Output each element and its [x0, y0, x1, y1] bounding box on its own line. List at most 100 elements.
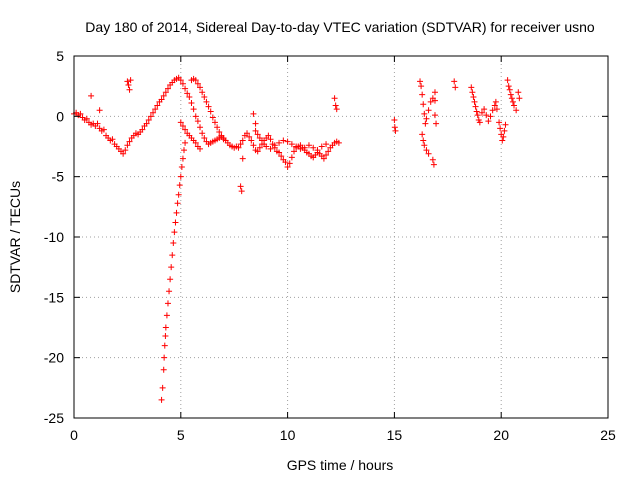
data-point	[333, 106, 340, 113]
data-point	[471, 98, 478, 105]
data-point	[425, 107, 432, 114]
data-point	[470, 94, 477, 101]
data-point	[506, 86, 513, 93]
x-axis-tick-labels: 0 5 10 15 20 25	[70, 427, 616, 443]
data-point	[507, 91, 514, 98]
data-point	[162, 89, 169, 96]
y-tick-label: -25	[44, 410, 64, 426]
data-point	[216, 129, 223, 136]
y-tick-label: -20	[44, 350, 64, 366]
data-point	[190, 106, 197, 113]
data-point	[197, 84, 204, 91]
data-point	[88, 92, 95, 99]
data-point	[474, 112, 481, 119]
data-point	[473, 108, 480, 115]
data-point	[201, 135, 208, 142]
data-point	[163, 312, 170, 319]
data-point	[258, 137, 265, 144]
data-point	[194, 118, 201, 125]
y-tick-label: -10	[44, 229, 64, 245]
data-point	[192, 139, 199, 146]
data-point	[267, 136, 274, 143]
data-point	[186, 94, 193, 101]
data-point	[485, 118, 492, 125]
data-point	[502, 121, 509, 128]
data-point	[239, 137, 246, 144]
data-point	[197, 124, 204, 131]
data-point	[508, 95, 515, 102]
data-point	[511, 102, 518, 109]
y-tick-label: 0	[56, 108, 64, 124]
data-point	[161, 354, 168, 361]
data-point	[120, 150, 127, 157]
x-tick-label: 0	[70, 427, 78, 443]
data-point	[323, 141, 330, 148]
data-point	[179, 122, 186, 129]
data-point	[237, 141, 244, 148]
data-point	[124, 142, 131, 149]
data-point	[392, 127, 399, 134]
data-point	[145, 116, 152, 123]
data-point	[431, 112, 438, 119]
data-point	[391, 124, 398, 131]
data-point	[162, 324, 169, 331]
data-point	[323, 151, 330, 158]
data-point	[160, 366, 167, 373]
data-point	[211, 119, 218, 126]
data-point	[109, 136, 116, 143]
data-point	[158, 396, 165, 403]
data-point	[164, 300, 171, 307]
data-point	[263, 143, 270, 150]
data-point	[418, 83, 425, 90]
data-point	[182, 85, 189, 92]
data-point	[164, 85, 171, 92]
data-point	[335, 139, 342, 146]
data-point	[181, 147, 188, 154]
data-point	[431, 89, 438, 96]
data-point	[166, 288, 173, 295]
data-point	[284, 138, 291, 145]
y-tick-label: 5	[56, 48, 64, 64]
data-point	[192, 113, 199, 120]
data-point	[509, 98, 516, 105]
data-point	[199, 89, 206, 96]
data-point	[516, 95, 523, 102]
data-point	[254, 148, 261, 155]
data-point	[139, 126, 146, 133]
data-point	[182, 126, 189, 133]
data-point	[250, 142, 257, 149]
data-point	[250, 110, 257, 117]
data-point	[143, 120, 150, 127]
x-tick-label: 5	[177, 427, 185, 443]
data-point	[161, 342, 168, 349]
data-point	[160, 92, 167, 99]
data-point	[177, 173, 184, 180]
data-point	[162, 332, 169, 339]
data-point	[192, 77, 199, 84]
data-point	[492, 98, 499, 105]
data-point	[491, 102, 498, 109]
data-point	[171, 229, 178, 236]
data-point	[248, 137, 255, 144]
data-point	[126, 86, 133, 93]
data-point	[332, 102, 339, 109]
data-point	[96, 107, 103, 114]
data-point	[178, 164, 185, 171]
data-point	[420, 101, 427, 108]
data-point	[167, 276, 174, 283]
data-point	[254, 131, 261, 138]
data-point	[325, 148, 332, 155]
data-point	[235, 144, 242, 151]
data-point	[170, 240, 177, 247]
data-point	[420, 137, 427, 144]
data-point	[500, 133, 507, 140]
data-point	[422, 120, 429, 127]
data-point	[476, 119, 483, 126]
y-tick-label: -15	[44, 289, 64, 305]
grid-lines	[74, 56, 608, 418]
data-point	[246, 133, 253, 140]
data-point	[282, 159, 289, 166]
data-point	[176, 182, 183, 189]
data-point	[94, 120, 101, 127]
